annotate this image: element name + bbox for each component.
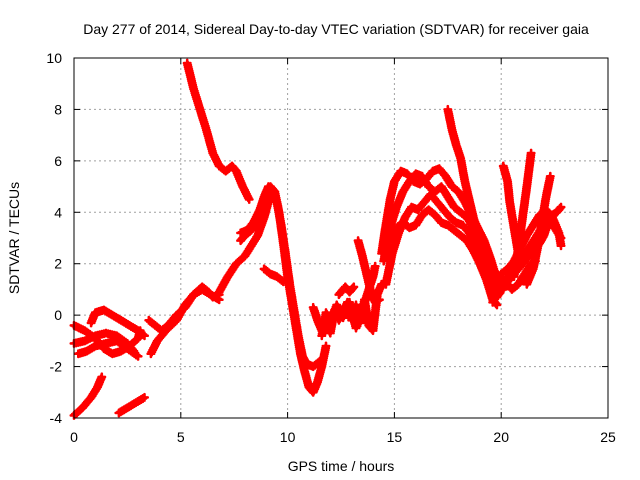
x-tick-label: 15: [387, 429, 403, 445]
data-series: [353, 236, 384, 307]
data-series: [443, 104, 491, 256]
y-tick-label: 6: [54, 153, 62, 169]
y-tick-label: 0: [54, 307, 62, 323]
series-layer: [69, 58, 566, 420]
data-series: [69, 372, 107, 420]
y-tick-label: 4: [54, 204, 62, 220]
data-series: [385, 205, 502, 310]
series-markers: [114, 392, 149, 418]
y-tick-label: 8: [54, 101, 62, 117]
x-axis-label: GPS time / hours: [288, 458, 395, 474]
data-series: [494, 256, 540, 294]
data-series: [334, 282, 359, 300]
series-markers: [86, 305, 149, 341]
series-markers: [259, 264, 288, 287]
series-markers: [443, 104, 491, 256]
y-tick-label: 2: [54, 256, 62, 272]
x-tick-label: 0: [70, 429, 78, 445]
data-series: [381, 189, 500, 294]
y-tick-label: 10: [46, 50, 62, 66]
y-axis-label: SDTVAR / TECUs: [6, 182, 22, 294]
series-markers: [73, 336, 143, 361]
series-markers: [494, 256, 540, 294]
y-tick-label: -4: [50, 410, 63, 426]
series-markers: [353, 236, 384, 307]
x-tick-label: 25: [600, 429, 616, 445]
data-series: [86, 305, 149, 341]
series-markers: [182, 58, 254, 204]
data-series: [498, 161, 523, 258]
data-series: [236, 210, 269, 246]
data-series: [268, 192, 325, 372]
series-markers: [334, 282, 359, 300]
series-markers: [385, 205, 502, 310]
data-series: [146, 284, 224, 359]
data-series: [182, 58, 254, 204]
x-tick-label: 10: [280, 429, 296, 445]
series-markers: [69, 372, 107, 420]
plot-frame: [73, 57, 609, 419]
series-markers: [498, 161, 523, 258]
data-series: [73, 336, 143, 361]
data-series: [114, 392, 149, 418]
x-tick-label: 20: [493, 429, 509, 445]
chart-title: Day 277 of 2014, Sidereal Day-to-day VTE…: [83, 21, 589, 37]
axis-ticks: 0 5 10 15 20 25 -4 -2 0 2 4 6 8 10: [46, 50, 616, 445]
series-markers: [268, 192, 325, 372]
series-markers: [146, 284, 224, 359]
y-tick-label: -2: [50, 359, 63, 375]
x-tick-label: 5: [177, 429, 185, 445]
series-markers: [381, 189, 500, 294]
grid: [74, 58, 608, 418]
series-markers: [236, 210, 269, 246]
data-series: [259, 264, 288, 287]
